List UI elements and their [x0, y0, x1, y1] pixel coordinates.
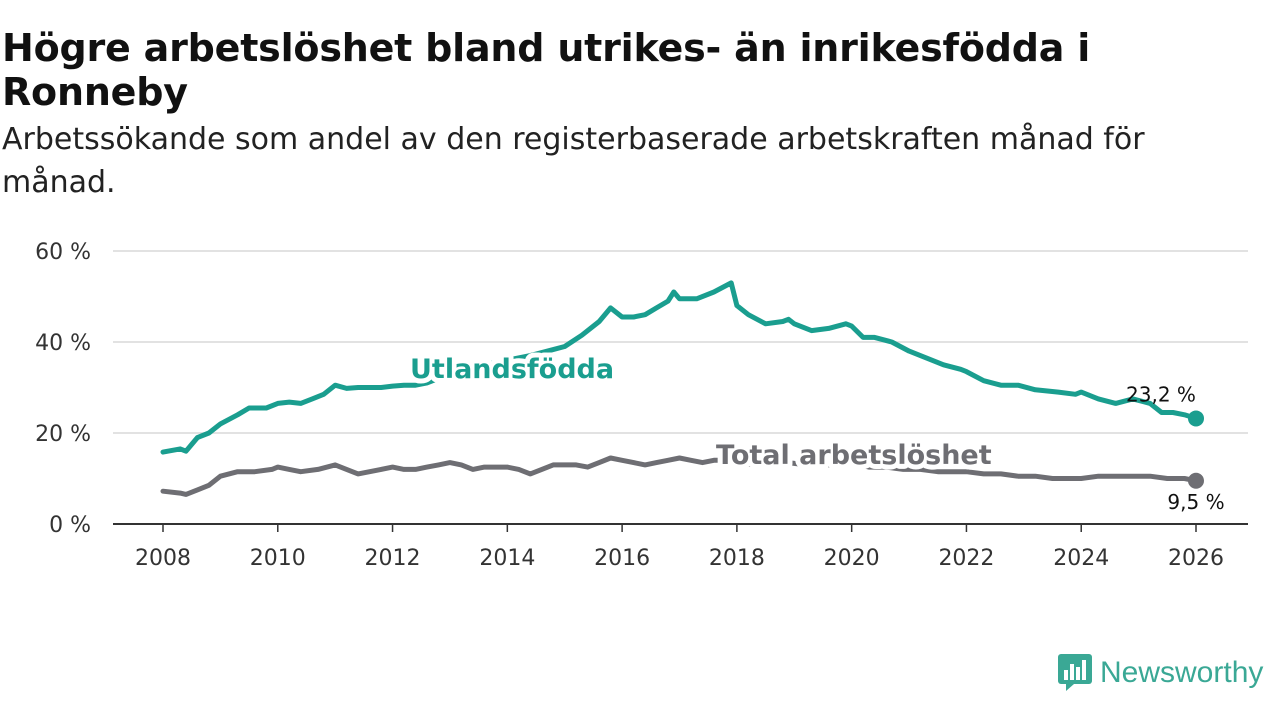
series-name-label: Utlandsfödda [410, 354, 614, 385]
series-line-0 [160, 280, 1199, 455]
x-tick-label: 2024 [1053, 546, 1109, 571]
x-tick-label: 2018 [709, 546, 765, 571]
y-tick-label: 0 % [49, 513, 91, 538]
series-endpoint-1 [1188, 472, 1204, 489]
newsworthy-logo-text: Newsworthy [1100, 656, 1264, 689]
series-name-label: Total arbetslöshet [716, 440, 992, 471]
axes: 0 % 20 % 40 % 60 % 2008 2010 2012 2014 2016 2018 2… [35, 240, 1248, 571]
x-tick-label: 2010 [250, 546, 306, 571]
series-line-1 [160, 455, 1199, 497]
y-tick-label: 40 % [35, 331, 91, 356]
series-end-label: 9,5 % [1167, 490, 1224, 514]
series-end-label: 23,2 % [1126, 382, 1196, 406]
x-tick-label: 2016 [594, 546, 650, 571]
chart-subtitle: Arbetssökande som andel av den registerb… [2, 122, 1145, 200]
x-tick-label: 2012 [365, 546, 421, 571]
y-tick-label: 60 % [35, 240, 91, 265]
gridlines [113, 250, 1248, 434]
x-tick-label: 2026 [1168, 546, 1224, 571]
x-tick-label: 2022 [938, 546, 994, 571]
newsworthy-logo-icon [1058, 654, 1092, 691]
line-chart: 0 % 20 % 40 % 60 % 2008 2010 2012 2014 2016 2018 2… [35, 240, 1248, 571]
chart-title: Högre arbetslöshet bland utrikes- än inr… [2, 26, 1091, 114]
x-tick-label: 2014 [479, 546, 535, 571]
labels-group: 23,2 % 9,5 % Utlandsfödda Total arbetslöshe… [405, 349, 1225, 514]
x-tick-label: 2008 [135, 546, 191, 571]
x-tick-label: 2020 [824, 546, 880, 571]
series-endpoint-0 [1188, 410, 1204, 427]
y-tick-label: 20 % [35, 422, 91, 447]
newsworthy-logo: Newsworthy [1058, 654, 1263, 692]
series-group [160, 280, 1204, 497]
